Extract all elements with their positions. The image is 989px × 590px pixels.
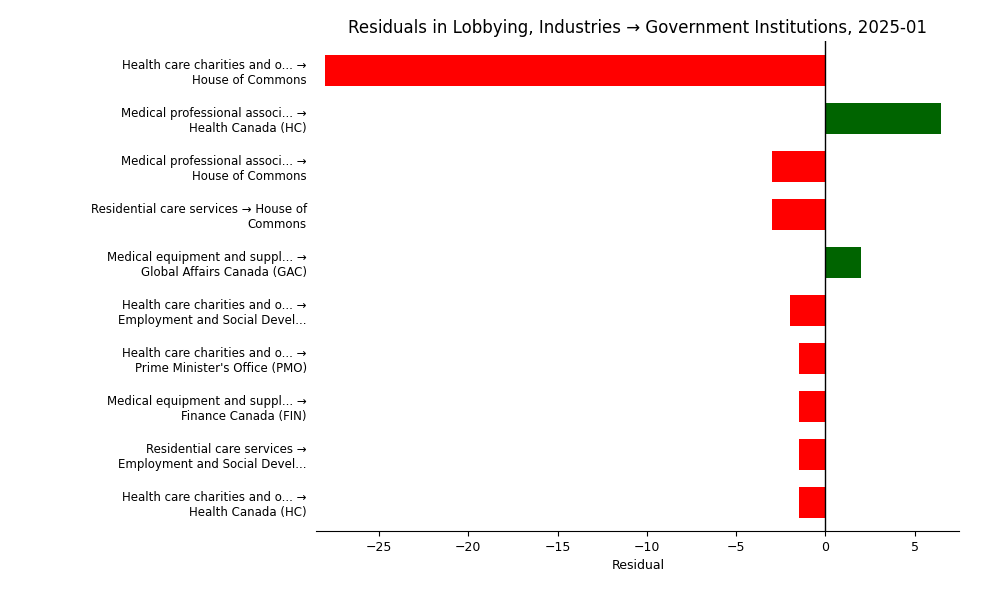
Bar xyxy=(771,198,826,230)
Bar xyxy=(826,247,861,278)
Bar xyxy=(799,391,826,422)
Bar xyxy=(771,150,826,182)
X-axis label: Residual: Residual xyxy=(611,559,665,572)
Bar xyxy=(325,54,826,86)
Bar xyxy=(826,103,942,134)
Bar xyxy=(799,487,826,518)
Bar xyxy=(799,438,826,470)
Bar xyxy=(799,343,826,374)
Bar xyxy=(789,294,826,326)
Title: Residuals in Lobbying, Industries → Government Institutions, 2025-01: Residuals in Lobbying, Industries → Gove… xyxy=(348,19,928,37)
